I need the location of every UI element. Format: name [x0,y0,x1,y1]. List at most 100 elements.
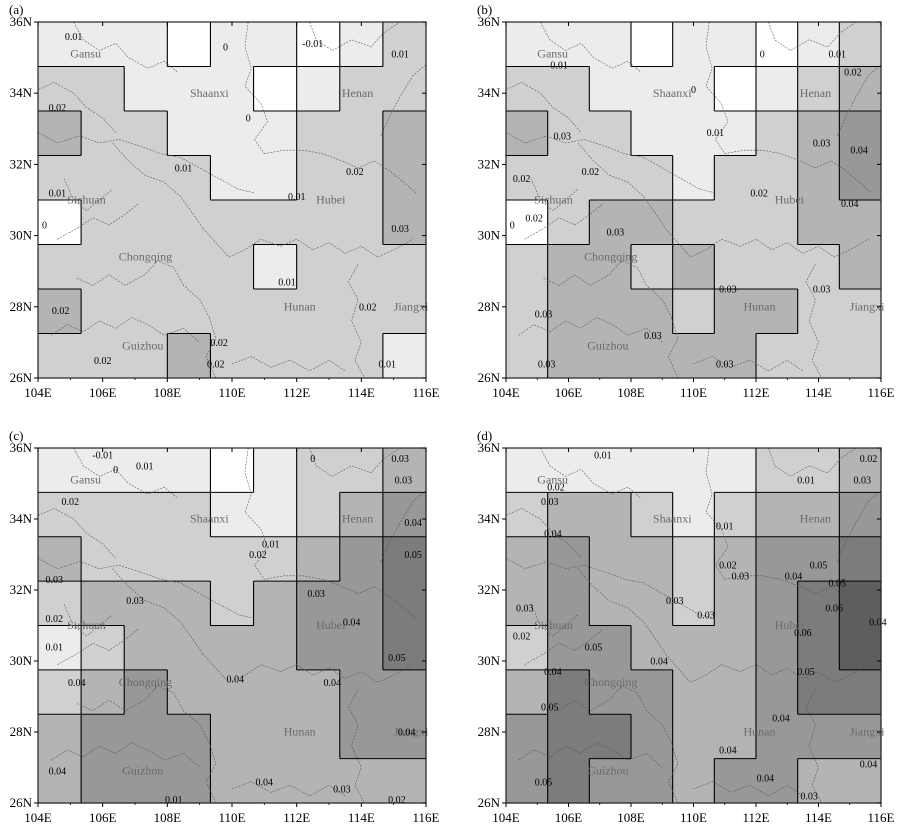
contour-line [506,448,881,803]
province-boundary [530,604,579,637]
contour-value-label: 0.03 [535,310,553,321]
province-label: Gansu [70,47,101,61]
province-boundaries [37,21,427,379]
contour-band-cell [672,22,715,68]
province-label: Henan [800,512,831,526]
contour-band-cell [167,155,212,201]
contour-band-cell [506,714,549,760]
contour-band-cell [38,244,82,290]
contour-value-label: 0.03 [333,784,351,795]
lat-tick-label: 34N [10,511,33,526]
province-label: Chongqing [584,675,637,689]
contour-band-cell [797,448,840,493]
lon-tick-label: 110E [219,810,246,825]
contour-value-label: 0.04 [860,760,878,771]
contour-value-label: 0.02 [525,213,543,224]
province-label: Hubei [316,193,346,207]
contour-band-cell [589,714,632,760]
contour-band-cell [81,289,125,335]
contour-band-cell [124,536,168,582]
contour-band-cell [81,758,125,804]
contour-band-cell [506,758,549,804]
lat-tick-label: 26N [10,795,33,810]
contour-band-cell [672,758,715,804]
contour-value-label: 0.03 [516,603,534,614]
contour-band-cell [296,625,341,671]
contour-band-cell [589,155,632,201]
contour-band-cell [547,714,590,760]
contour-value-label: 0.02 [359,302,377,313]
contour-band-cell [38,492,82,538]
contour-band-cell [631,625,674,671]
contour-band-cell [382,155,427,201]
contour-band-cell [547,536,590,582]
contour-band-cell [631,492,674,538]
province-boundary [805,689,822,804]
province-boundary [309,21,401,51]
province-boundary [244,447,268,580]
contour-band-cell [253,581,298,627]
lat-tick-label: 26N [10,370,33,385]
lat-tick-label: 34N [478,85,501,100]
contour-value-label: 0.03 [719,285,737,296]
contour-band-cell [382,581,427,627]
contour-band-cell [167,22,212,68]
contour-band-cell [839,111,882,157]
contour-band-cell [210,244,255,290]
contour-band-cell [631,333,674,379]
province-label: Henan [342,86,373,100]
contour-band-cell [756,22,799,68]
contour-band-cell [839,448,882,493]
contour-band-cell [339,22,384,68]
contour-band-cell [296,448,341,493]
province-label: Hunan [284,725,316,739]
contour-band-cell [38,333,82,379]
contour-band-cell [672,448,715,493]
contour-value-label: 0.05 [388,653,406,664]
contour-bands [506,22,882,379]
contour-band-cell [382,244,427,290]
lon-tick-label: 116E [413,810,440,825]
contour-value-label: 0.05 [404,550,422,561]
contour-band-cell [124,625,168,671]
contour-band-cell [210,448,255,493]
contour-value-label: 0.04 [49,767,67,778]
contour-band-cell [296,244,341,290]
contour-band-cell [339,289,384,335]
province-boundary [73,21,178,73]
contour-band-cell [81,333,125,379]
contour-band-cell [253,244,298,290]
contour-band-cell [547,289,590,335]
contour-band-cell [714,244,757,290]
contour-band-cell [756,714,799,760]
contour-band-cell [167,448,212,493]
contour-value-label: 0.03 [854,476,872,487]
province-label: Chongqing [119,250,172,264]
contour-band-cell [296,714,341,760]
contour-value-label: 0.01 [136,461,154,472]
province-boundary [543,685,672,743]
contour-value-label: 0.04 [850,146,868,157]
contour-lines [38,22,426,378]
contour-band-cell [631,22,674,68]
province-boundary [231,356,346,372]
contour-value-label: 0.02 [207,359,225,370]
contour-band-cell [589,200,632,246]
lon-tick-label: 106E [89,810,117,825]
contour-band-cell [210,758,255,804]
contour-band-cell [124,22,168,68]
contour-band-cell [631,111,674,157]
province-boundary [244,21,268,154]
contour-band-cell [839,714,882,760]
contour-band-cell [210,22,255,68]
contour-band-cell [797,581,840,627]
contour-band-cell [589,333,632,379]
contour-value-label: 0.04 [757,774,775,785]
contour-band-cell [631,155,674,201]
province-boundary [73,447,178,498]
contour-band-cell [124,581,168,627]
contour-value-label: 0 [113,465,118,476]
province-boundary [202,228,414,258]
contour-band-cell [253,22,298,68]
contour-value-label: 0.04 [772,713,790,724]
